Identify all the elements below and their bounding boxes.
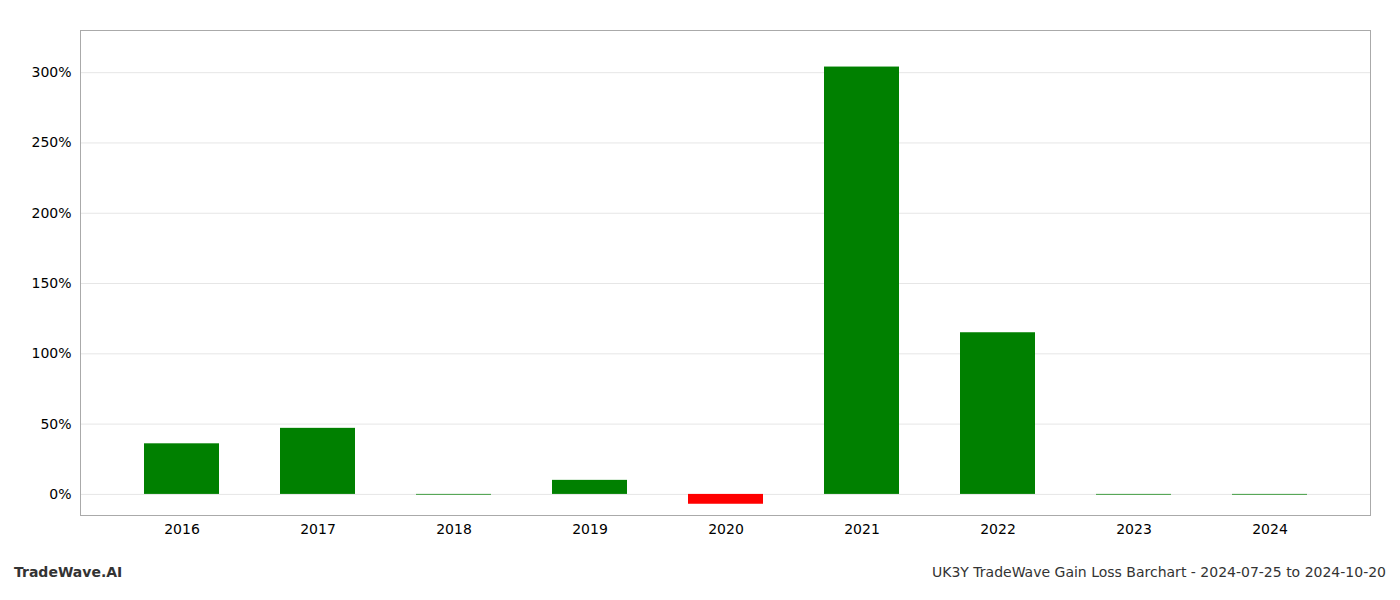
svg-text:2020: 2020 — [708, 521, 744, 537]
svg-text:2022: 2022 — [980, 521, 1016, 537]
svg-text:100%: 100% — [31, 345, 71, 361]
svg-text:300%: 300% — [31, 64, 71, 80]
svg-text:2021: 2021 — [844, 521, 880, 537]
svg-text:150%: 150% — [31, 275, 71, 291]
svg-text:2017: 2017 — [300, 521, 336, 537]
html-text:TradeWave.AI: TradeWave.AI — [14, 564, 123, 580]
html-text:UK3Y TradeWave Gain Loss Barch: UK3Y TradeWave Gain Loss Barchart - 2024… — [932, 564, 1386, 580]
svg-text:2016: 2016 — [164, 521, 200, 537]
svg-text:2024: 2024 — [1252, 521, 1288, 537]
svg-text:2023: 2023 — [1116, 521, 1152, 537]
svg-text:2018: 2018 — [436, 521, 472, 537]
svg-text:0%: 0% — [49, 486, 71, 502]
svg-text:250%: 250% — [31, 134, 71, 150]
svg-text:200%: 200% — [31, 205, 71, 221]
svg-text:50%: 50% — [40, 416, 71, 432]
svg-text:2019: 2019 — [572, 521, 608, 537]
